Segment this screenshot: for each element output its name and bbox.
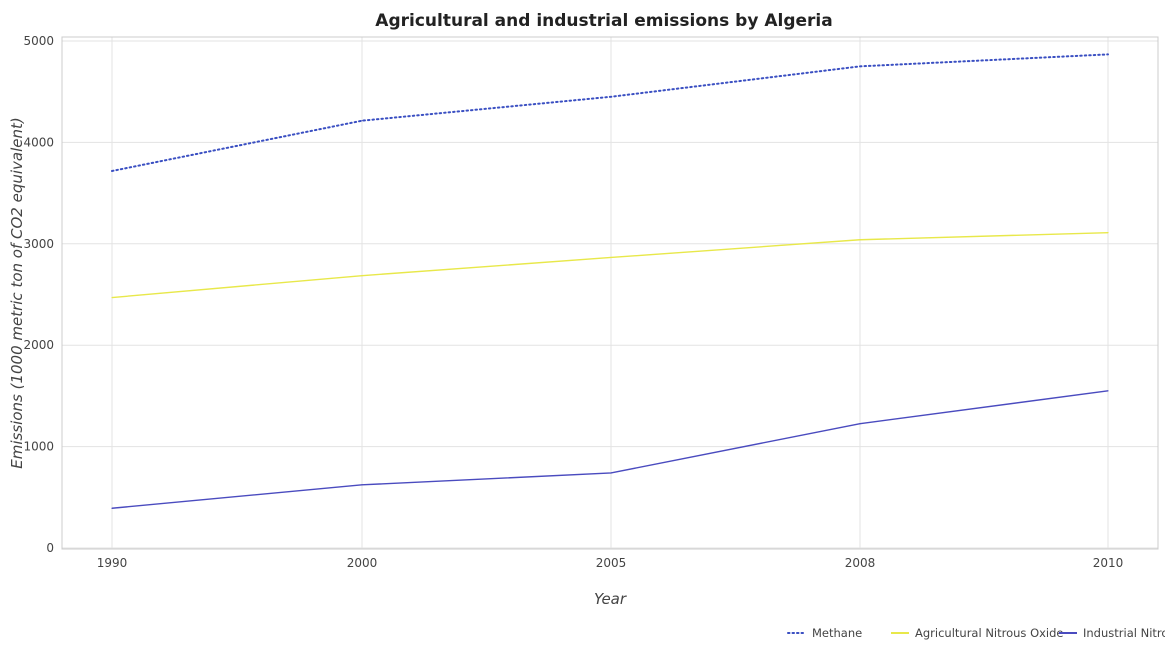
data-point [111,507,113,509]
data-point [1107,390,1109,392]
plot-frame [61,36,1159,550]
x-tick-label: 2005 [596,556,627,570]
y-tick-label: 1000 [23,440,54,454]
series [111,53,1109,509]
data-point [361,120,363,122]
data-point [859,65,861,67]
series-line-industrial-nitrous-oxide [111,390,1109,509]
y-tick-label: 3000 [23,237,54,251]
data-point [1107,53,1109,55]
x-axis-label: Year [594,590,627,608]
legend-label: Industrial Nitrous Oxide [1083,626,1165,640]
legend-label: Agricultural Nitrous Oxide [915,626,1064,640]
legend-label: Methane [812,626,862,640]
data-point [111,296,113,299]
data-point [361,484,363,486]
data-point [111,170,113,172]
chart-title: Agricultural and industrial emissions by… [375,11,832,31]
series-line-methane [111,53,1109,172]
data-point [610,256,612,259]
grid [62,37,1158,549]
series-line-agricultural-nitrous-oxide [111,231,1109,299]
x-tick-label: 2010 [1093,556,1124,570]
y-tick-label: 5000 [23,34,54,48]
data-point [859,239,861,241]
data-point [610,96,612,98]
data-point [361,275,363,277]
legend: Methane Agricultural Nitrous Oxide Industr… [787,626,1165,640]
x-axis-ticks: 1990 2000 2005 2008 2010 [97,556,1124,570]
y-axis-label: Emissions (1000 metric ton of CO2 equiva… [8,117,26,468]
x-tick-label: 1990 [97,556,128,570]
y-tick-label: 0 [46,541,54,555]
x-tick-label: 2008 [845,556,876,570]
y-tick-label: 2000 [23,338,54,352]
data-point [859,423,861,425]
x-tick-label: 2000 [347,556,378,570]
data-point [610,472,612,474]
y-tick-label: 4000 [23,135,54,149]
y-axis-ticks: 0 1000 2000 3000 4000 5000 [23,34,54,555]
data-point [1107,232,1109,234]
